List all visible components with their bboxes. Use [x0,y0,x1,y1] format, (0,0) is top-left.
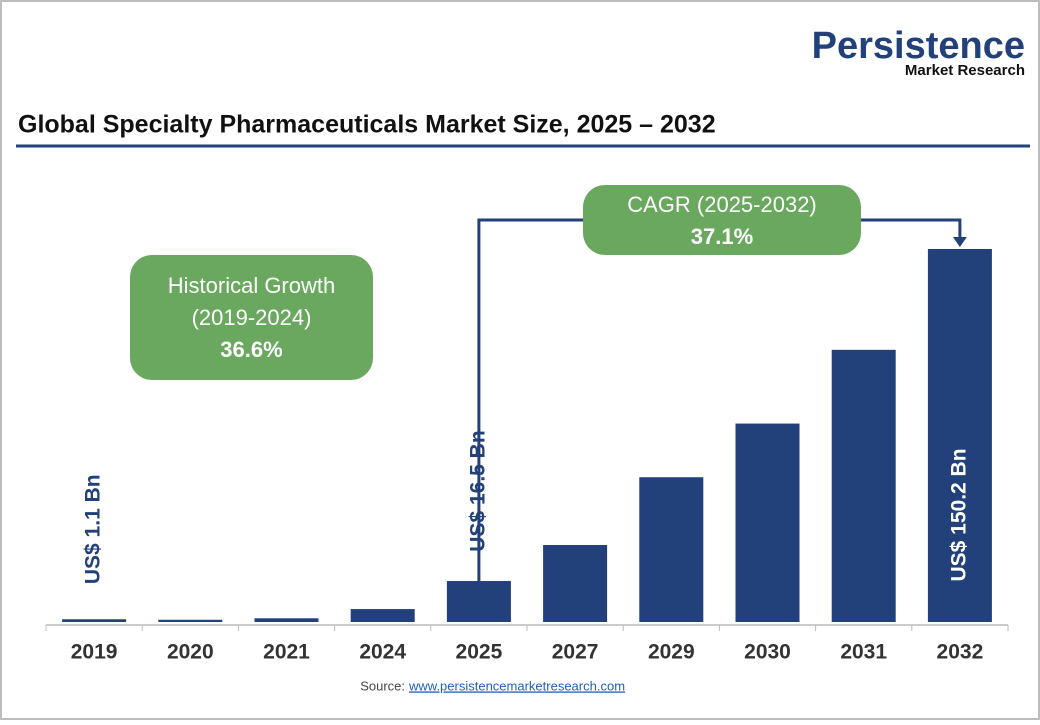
brand-name: Persistence [812,25,1025,67]
bar [735,423,800,622]
bar [927,249,992,622]
bar [446,581,511,622]
annotation-text: CAGR (2025-2032) [627,192,817,217]
annotation-value: 36.6% [220,337,282,362]
x-tick-label: 2032 [937,641,984,664]
x-tick-label: 2024 [359,641,406,664]
x-tick-label: 2030 [744,641,791,664]
annotation-box [583,185,861,255]
bar [543,545,608,622]
brand-tagline: Market Research [905,62,1025,79]
bar [350,609,415,622]
x-tick-label: 2027 [552,641,599,664]
annotation-text: (2019-2024) [192,305,312,330]
x-tick-label: 2029 [648,641,695,664]
bar [254,618,319,622]
x-tick-label: 2031 [840,641,887,664]
bar [62,619,127,622]
bar [639,477,704,622]
x-tick-label: 2020 [167,641,214,664]
bar [158,619,223,622]
x-tick-label: 2021 [263,641,310,664]
bar [831,349,896,622]
annotation-text: Historical Growth [168,273,335,298]
value-label: US$ 150.2 Bn [947,448,970,581]
source-label: Source: [360,678,405,693]
chart-title: Global Specialty Pharmaceuticals Market … [18,111,716,139]
annotation-box [130,255,373,380]
annotation-value: 37.1% [691,224,753,249]
cagr-arrow [952,237,967,247]
value-label: US$ 1.1 Bn [82,474,105,584]
x-tick-label: 2025 [456,641,503,664]
x-tick-label: 2019 [71,641,118,664]
source-link[interactable]: www.persistencemarketresearch.com [408,678,625,693]
